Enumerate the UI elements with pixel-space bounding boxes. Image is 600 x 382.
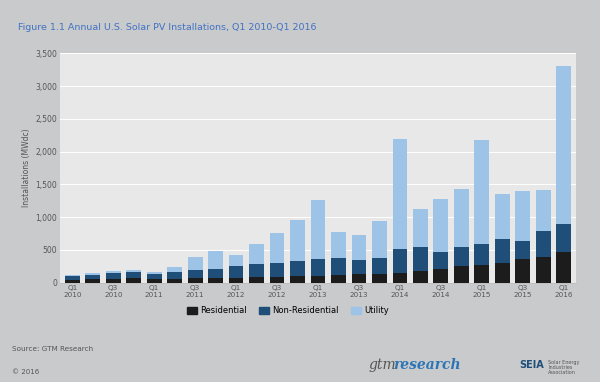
Bar	[495, 240, 509, 263]
Bar	[127, 278, 141, 283]
Bar	[515, 259, 530, 283]
Bar	[85, 279, 100, 283]
Bar	[536, 190, 551, 231]
Bar	[352, 275, 367, 283]
Bar	[290, 261, 305, 276]
Bar	[392, 273, 407, 283]
Text: Solar Energy: Solar Energy	[548, 359, 580, 365]
Bar	[229, 255, 244, 266]
Bar	[147, 279, 161, 283]
Bar	[147, 272, 161, 274]
Bar	[372, 258, 387, 274]
Bar	[208, 269, 223, 278]
Bar	[392, 139, 407, 249]
Bar	[311, 276, 325, 283]
Bar	[85, 275, 100, 279]
Bar	[208, 251, 223, 269]
Bar	[475, 140, 489, 244]
Text: gtm: gtm	[369, 358, 397, 372]
Bar	[147, 274, 161, 279]
Text: research: research	[393, 358, 461, 372]
Bar	[311, 201, 325, 259]
Bar	[249, 264, 264, 277]
Y-axis label: Installations (MWdc): Installations (MWdc)	[22, 129, 31, 207]
Bar	[413, 247, 428, 271]
Bar	[352, 260, 367, 275]
Bar	[433, 269, 448, 283]
Bar	[167, 267, 182, 272]
Bar	[269, 262, 284, 277]
Bar	[65, 275, 80, 276]
Bar	[229, 266, 244, 278]
Bar	[433, 252, 448, 269]
Bar	[392, 249, 407, 273]
Bar	[556, 224, 571, 252]
Bar	[556, 252, 571, 283]
Bar	[85, 273, 100, 275]
Bar	[249, 243, 264, 264]
Bar	[413, 209, 428, 247]
Bar	[106, 272, 121, 273]
Bar	[249, 277, 264, 283]
Bar	[454, 266, 469, 283]
Text: Figure 1.1 Annual U.S. Solar PV Installations, Q1 2010-Q1 2016: Figure 1.1 Annual U.S. Solar PV Installa…	[18, 23, 316, 32]
Bar	[372, 220, 387, 258]
Bar	[106, 278, 121, 283]
Bar	[495, 263, 509, 283]
Bar	[65, 280, 80, 283]
Text: SEIA: SEIA	[519, 360, 544, 370]
Bar	[311, 259, 325, 276]
Bar	[65, 276, 80, 280]
Bar	[331, 258, 346, 275]
Bar	[331, 275, 346, 283]
Text: Source: GTM Research: Source: GTM Research	[12, 346, 93, 352]
Bar	[269, 277, 284, 283]
Bar	[106, 273, 121, 278]
Legend: Residential, Non-Residential, Utility: Residential, Non-Residential, Utility	[183, 303, 393, 319]
Text: Industries: Industries	[548, 365, 572, 370]
Bar	[290, 276, 305, 283]
Bar	[372, 274, 387, 283]
Bar	[167, 272, 182, 278]
Bar	[167, 278, 182, 283]
Bar	[536, 257, 551, 283]
Bar	[454, 189, 469, 247]
Bar	[413, 271, 428, 283]
Text: Association: Association	[548, 370, 576, 376]
Bar	[208, 278, 223, 283]
Bar	[433, 199, 448, 252]
Bar	[475, 265, 489, 283]
Bar	[127, 272, 141, 278]
Bar	[188, 270, 203, 278]
Bar	[188, 278, 203, 283]
Bar	[188, 257, 203, 270]
Bar	[290, 220, 305, 261]
Bar	[454, 247, 469, 266]
Bar	[229, 278, 244, 283]
Bar	[127, 270, 141, 272]
Bar	[352, 235, 367, 260]
Bar	[475, 244, 489, 265]
Text: © 2016: © 2016	[12, 369, 39, 375]
Bar	[515, 241, 530, 259]
Bar	[515, 191, 530, 241]
Bar	[536, 231, 551, 257]
Bar	[556, 66, 571, 224]
Bar	[331, 232, 346, 258]
Bar	[495, 194, 509, 240]
Bar	[269, 233, 284, 262]
